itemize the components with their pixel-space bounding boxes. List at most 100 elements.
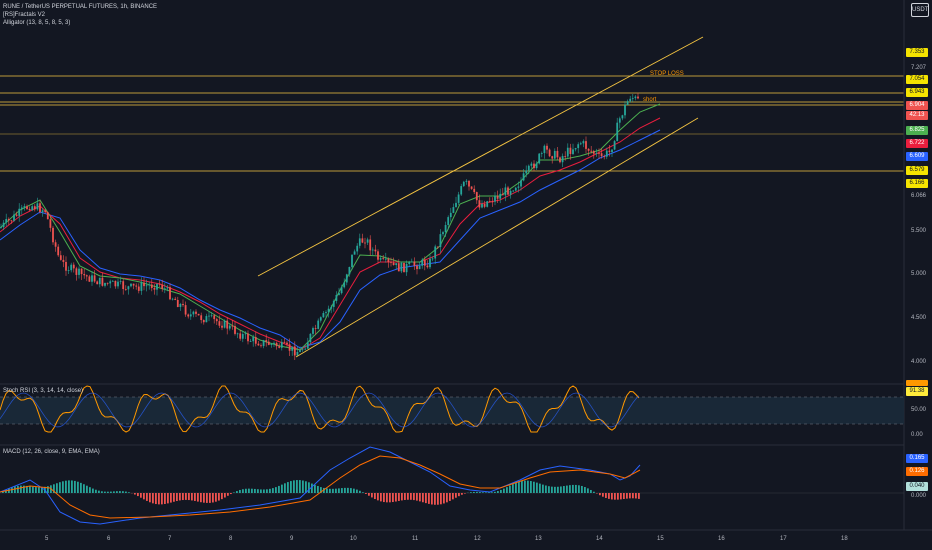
- macd-hist-bar: [35, 487, 37, 493]
- time-label-12: 12: [474, 536, 481, 542]
- macd-hist-bar: [521, 480, 523, 493]
- candle-body: [312, 328, 314, 334]
- macd-hist-bar: [272, 488, 274, 493]
- macd-hist-bar: [329, 488, 331, 493]
- candle-body: [20, 207, 23, 209]
- time-label-17: 17: [780, 536, 787, 542]
- candle-body: [247, 333, 249, 342]
- short-annotation[interactable]: short: [643, 97, 657, 103]
- candle-body: [613, 141, 616, 150]
- candle-body: [46, 212, 49, 220]
- macd-hist-bar: [2, 491, 4, 493]
- macd-hist-bar: [578, 485, 580, 493]
- macd-hist-bar: [80, 482, 82, 493]
- macd-hist-bar: [209, 493, 211, 503]
- candle-body: [36, 203, 39, 210]
- currency-button[interactable]: USDT: [911, 3, 929, 17]
- channel-lower-line[interactable]: [295, 117, 699, 358]
- candle-body: [241, 334, 244, 339]
- macd-hist-bar: [533, 481, 535, 493]
- candlestick-series[interactable]: [0, 92, 639, 360]
- candle-body: [564, 156, 567, 157]
- candle-body: [335, 294, 338, 301]
- candle-body: [413, 261, 416, 266]
- candle-body: [195, 311, 197, 314]
- macd-hist-bar: [416, 493, 418, 501]
- candle-body: [244, 333, 247, 335]
- indicator-fractals-label[interactable]: [RS]Fractals V2: [3, 12, 46, 18]
- macd-hist-bar: [92, 488, 94, 493]
- candle-body: [582, 141, 585, 144]
- candle-body: [491, 201, 494, 203]
- macd-hist-bar: [494, 491, 496, 493]
- macd-hist-bar: [356, 489, 358, 493]
- candle-body: [629, 98, 632, 102]
- candle-body: [26, 206, 28, 210]
- channel-upper-line[interactable]: [257, 36, 704, 277]
- macd-hist-bar: [161, 493, 163, 505]
- macd-hist-bar: [539, 483, 541, 493]
- candle-body: [2, 222, 5, 228]
- candle-body: [325, 312, 327, 314]
- macd-hist-bar: [32, 486, 34, 493]
- macd-hist-bar: [572, 484, 574, 493]
- stoch-rsi-title[interactable]: Stoch RSI (3, 3, 14, 14, close): [3, 388, 84, 394]
- macd-hist-bar: [548, 486, 550, 493]
- candle-body: [327, 308, 330, 313]
- macd-hist-bar: [38, 487, 40, 493]
- macd-hist-bar: [266, 489, 268, 493]
- candle-body: [98, 277, 101, 285]
- macd-hist-bar: [335, 488, 337, 493]
- candle-body: [210, 315, 213, 317]
- candle-body: [340, 287, 343, 294]
- candle-body: [486, 201, 489, 207]
- macd-hist-bar: [398, 493, 400, 501]
- macd-hist-bar: [575, 484, 577, 493]
- candle-body: [395, 263, 398, 266]
- macd-hist-bar: [590, 489, 592, 493]
- candle-body: [475, 192, 478, 201]
- macd-hist-bar: [389, 493, 391, 503]
- candle-body: [418, 265, 421, 270]
- macd-hist-bar: [68, 480, 70, 493]
- macd-signal-tag: 0.126: [906, 467, 928, 476]
- stop-loss-annotation[interactable]: STOP LOSS: [650, 71, 684, 77]
- macd-hist-bar: [149, 493, 151, 503]
- symbol-title[interactable]: RUNE / TetherUS PERPETUAL FUTURES, 1h, B…: [3, 4, 158, 10]
- macd-hist-bar: [137, 493, 139, 497]
- candle-body: [551, 156, 554, 159]
- macd-hist-bar: [8, 488, 10, 493]
- candle-body: [223, 320, 226, 328]
- macd-hist-bar: [512, 484, 514, 493]
- candle-body: [468, 180, 470, 187]
- candle-body: [569, 147, 572, 154]
- time-label-11: 11: [412, 536, 419, 542]
- candle-body: [148, 284, 151, 286]
- candle-body: [7, 219, 10, 221]
- macd-hist-bar: [134, 493, 136, 495]
- candle-body: [457, 194, 460, 203]
- candle-body: [163, 288, 166, 290]
- macd-hist-bar: [263, 489, 265, 493]
- candle-body: [410, 261, 413, 263]
- indicator-alligator-label[interactable]: Alligator (13, 8, 5, 8, 5, 3): [3, 20, 71, 26]
- stoch-tick-50: 50.00: [911, 407, 927, 413]
- candle-body: [252, 337, 255, 342]
- candle-body: [44, 210, 47, 213]
- macd-hist-bar: [314, 484, 316, 493]
- candle-body: [624, 104, 626, 116]
- macd-hist-bar: [380, 493, 382, 502]
- candle-body: [400, 262, 403, 272]
- candle-body: [553, 150, 556, 159]
- macd-hist-bar: [443, 493, 445, 504]
- macd-hist-bar: [188, 493, 190, 501]
- macd-title[interactable]: MACD (12, 26, close, 9, EMA, EMA): [3, 449, 100, 455]
- candle-body: [153, 287, 156, 290]
- macd-hist-bar: [179, 493, 181, 501]
- candle-body: [572, 149, 574, 154]
- macd-hist-bar: [374, 493, 376, 500]
- macd-hist-bar: [164, 493, 166, 504]
- candle-body: [408, 262, 411, 264]
- candle-body: [260, 345, 262, 347]
